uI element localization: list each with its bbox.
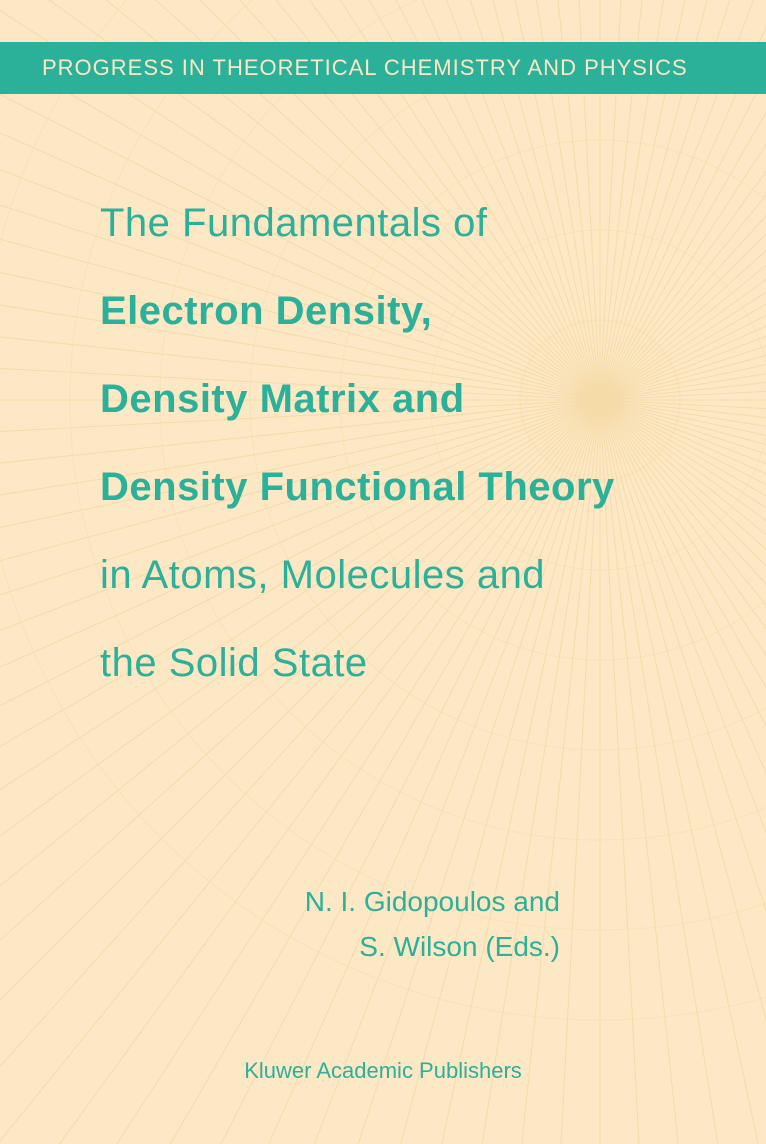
title-line-2: Electron Density,	[100, 288, 706, 334]
title-line-5: in Atoms, Molecules and	[100, 552, 706, 598]
title-line-1: The Fundamentals of	[100, 200, 706, 246]
series-label: PROGRESS IN THEORETICAL CHEMISTRY AND PH…	[42, 55, 688, 81]
title-block: The Fundamentals of Electron Density, De…	[100, 200, 706, 728]
author-line-1: N. I. Gidopoulos and	[0, 880, 560, 925]
publisher-name: Kluwer Academic Publishers	[0, 1058, 766, 1084]
title-line-6: the Solid State	[100, 640, 706, 686]
title-line-3: Density Matrix and	[100, 376, 706, 422]
series-band: PROGRESS IN THEORETICAL CHEMISTRY AND PH…	[0, 42, 766, 94]
authors-block: N. I. Gidopoulos and S. Wilson (Eds.)	[0, 880, 560, 970]
title-line-4: Density Functional Theory	[100, 464, 706, 510]
author-line-2: S. Wilson (Eds.)	[0, 925, 560, 970]
